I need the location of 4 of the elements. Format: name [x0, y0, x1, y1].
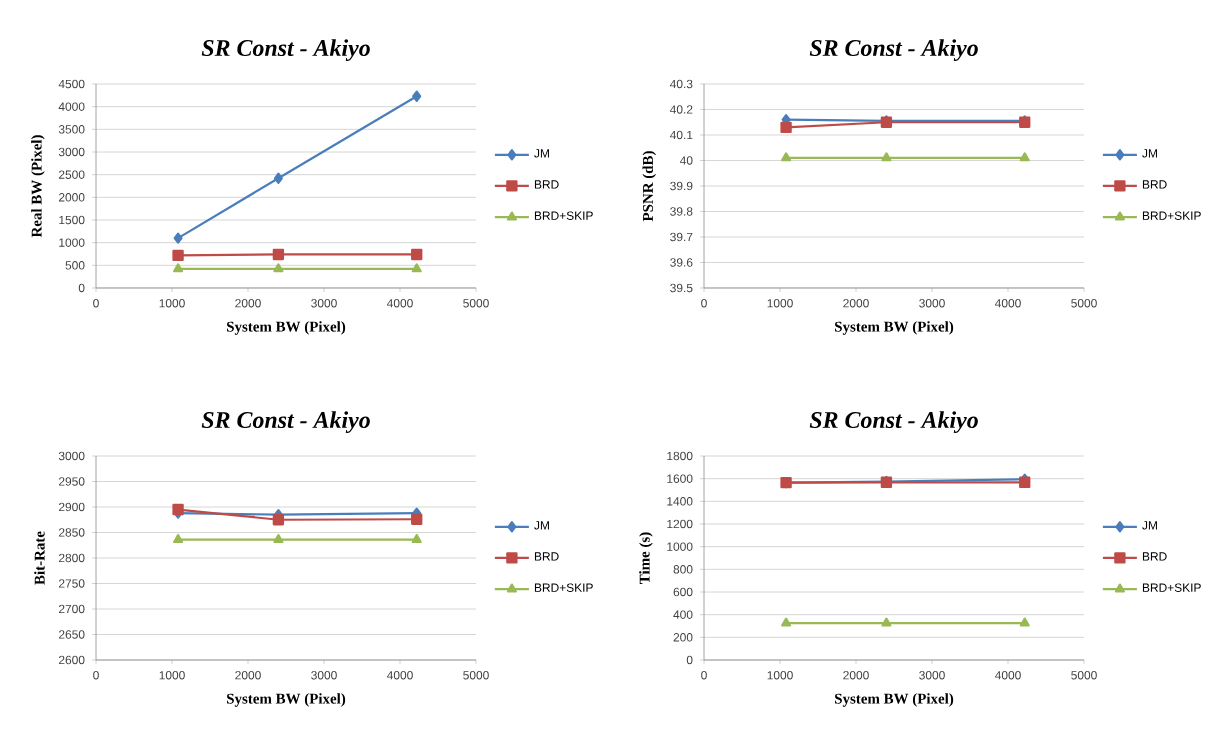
chart-title: SR Const - Akiyo [201, 411, 370, 434]
chart-title: SR Const - Akiyo [809, 39, 978, 62]
chart-title: SR Const - Akiyo [201, 39, 370, 62]
chart-title: SR Const - Akiyo [809, 411, 978, 434]
